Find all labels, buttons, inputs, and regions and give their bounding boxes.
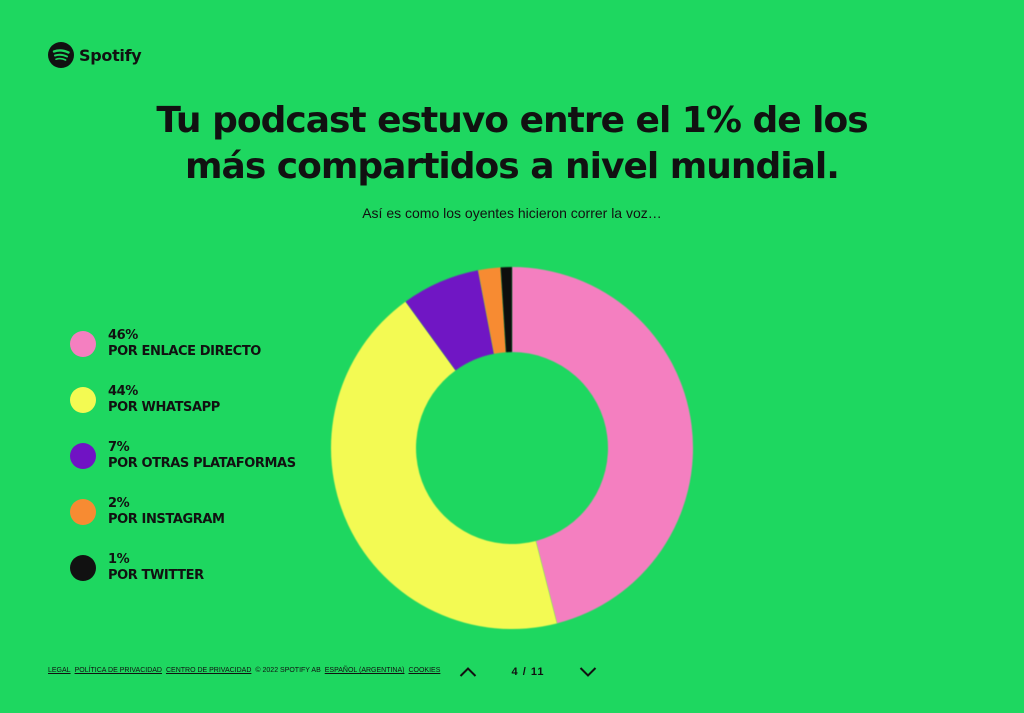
page-indicator: 4 / 11	[511, 666, 545, 678]
chevron-up-icon	[459, 667, 477, 677]
legend-value: 1%	[108, 552, 130, 567]
legend-item: 44% POR WHATSAPP	[70, 372, 296, 428]
legend-text: 7% POR OTRAS PLATAFORMAS	[108, 440, 296, 472]
previous-button[interactable]	[456, 660, 480, 684]
spotify-logo[interactable]: Spotify	[48, 42, 142, 68]
legend-item: 2% POR INSTAGRAM	[70, 484, 296, 540]
legend-item: 46% POR ENLACE DIRECTO	[70, 316, 296, 372]
donut-slice	[405, 270, 495, 371]
donut-slice	[500, 267, 512, 353]
legend-text: 1% POR TWITTER	[108, 552, 204, 584]
footer-language-link[interactable]: ESPAÑOL (ARGENTINA)	[324, 667, 405, 674]
donut-slice	[512, 267, 693, 624]
donut-slice	[478, 267, 506, 354]
legend-swatch	[70, 331, 96, 357]
donut-slice	[331, 301, 558, 629]
chevron-down-icon	[579, 667, 597, 677]
next-button[interactable]	[576, 660, 600, 684]
legend-label: POR WHATSAPP	[108, 400, 220, 415]
spotify-logo-icon	[48, 42, 74, 68]
footer-link-legal[interactable]: LEGAL	[48, 667, 71, 674]
page-subtitle: Así es como los oyentes hicieron correr …	[362, 205, 662, 221]
legend-swatch	[70, 387, 96, 413]
brand-name: Spotify	[79, 45, 142, 65]
chart-legend: 46% POR ENLACE DIRECTO 44% POR WHATSAPP 7% PO…	[70, 316, 296, 596]
pager: 4 / 11	[456, 660, 600, 684]
footer-link-privacy-center[interactable]: CENTRO DE PRIVACIDAD	[165, 667, 252, 674]
legend-label: POR ENLACE DIRECTO	[108, 344, 261, 359]
legend-text: 46% POR ENLACE DIRECTO	[108, 328, 261, 360]
title-line-2: más compartidos a nivel mundial.	[185, 146, 840, 187]
legend-swatch	[70, 555, 96, 581]
legend-label: POR TWITTER	[108, 568, 204, 583]
legend-label: POR OTRAS PLATAFORMAS	[108, 456, 296, 471]
footer-cookies-link[interactable]: COOKIES	[408, 667, 441, 674]
legend-value: 2%	[108, 496, 130, 511]
page-title: Tu podcast estuvo entre el 1% de los más…	[0, 98, 1024, 190]
footer-link-privacy-policy[interactable]: POLÍTICA DE PRIVACIDAD	[74, 667, 162, 674]
legend-item: 7% POR OTRAS PLATAFORMAS	[70, 428, 296, 484]
legend-swatch	[70, 443, 96, 469]
legend-item: 1% POR TWITTER	[70, 540, 296, 596]
legend-value: 44%	[108, 384, 138, 399]
legend-swatch	[70, 499, 96, 525]
footer: LEGAL POLÍTICA DE PRIVACIDAD CENTRO DE P…	[48, 667, 440, 674]
legend-text: 44% POR WHATSAPP	[108, 384, 220, 416]
legend-value: 7%	[108, 440, 130, 455]
title-line-1: Tu podcast estuvo entre el 1% de los	[156, 100, 868, 141]
footer-copyright: © 2022 SPOTIFY AB	[255, 667, 321, 674]
legend-value: 46%	[108, 328, 138, 343]
legend-text: 2% POR INSTAGRAM	[108, 496, 225, 528]
legend-label: POR INSTAGRAM	[108, 512, 225, 527]
donut-chart	[331, 267, 693, 629]
